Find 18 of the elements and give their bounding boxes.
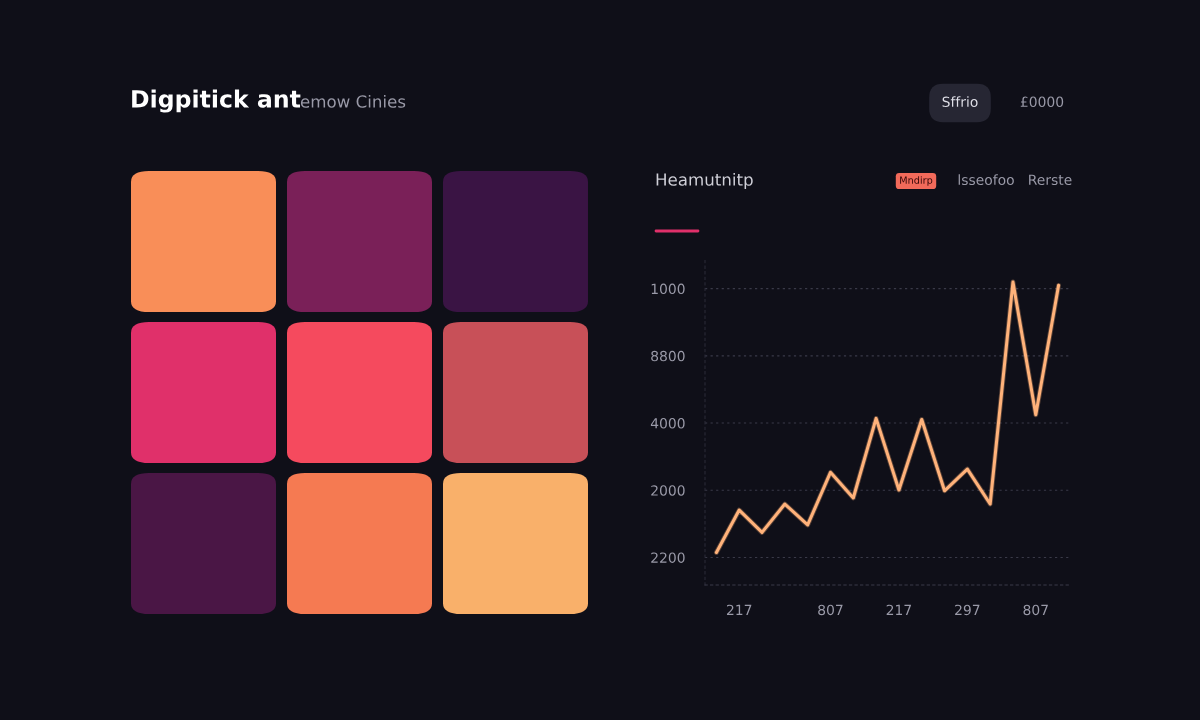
x-tick-label: 807 <box>818 604 843 616</box>
text: lsseofoo <box>958 174 1014 186</box>
text: 4000 <box>650 418 685 429</box>
x-tick-label: 217 <box>886 604 911 615</box>
text: Heamutnitp <box>656 172 753 190</box>
text: Rerste <box>1029 174 1072 186</box>
text: emow Cinies <box>300 94 406 108</box>
text: Mndirp <box>900 176 933 186</box>
x-tick-label: 297 <box>955 604 980 616</box>
text: 2000 <box>651 485 685 496</box>
text: Sffrio <box>942 96 978 108</box>
text: Digpitick ant <box>132 89 301 113</box>
text: £0000 <box>1020 96 1064 108</box>
text: 8800 <box>651 350 685 362</box>
text: 2200 <box>651 552 685 563</box>
text: 1000 <box>651 283 685 295</box>
x-tick-label: 807 <box>1023 604 1048 616</box>
x-tick-label: 217 <box>726 604 752 615</box>
